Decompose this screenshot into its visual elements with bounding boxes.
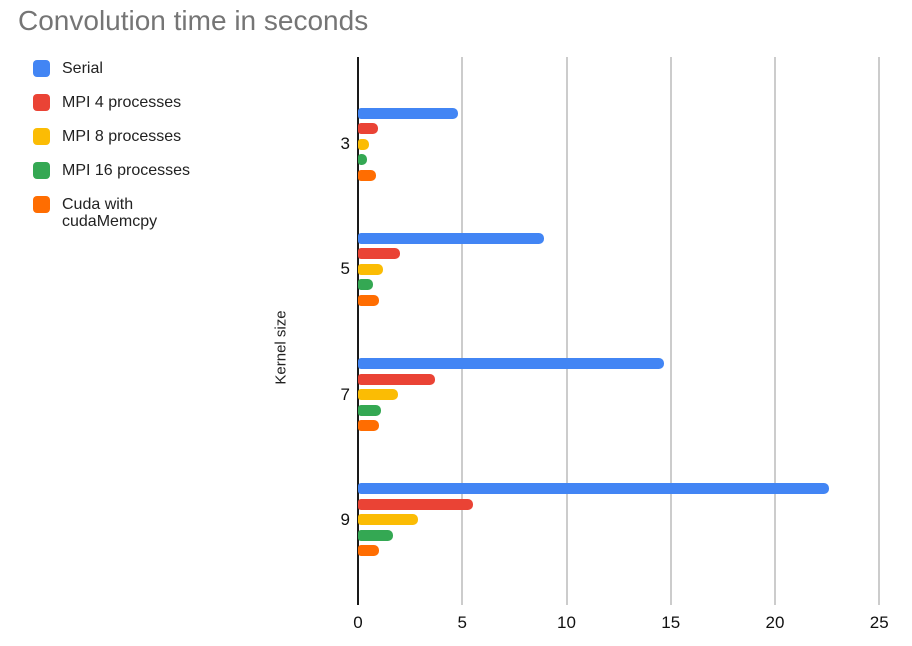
gridline-x15 [669, 57, 672, 605]
x-tick-label-10: 10 [557, 613, 576, 632]
plot-area: 0 5 10 15 20 25 3 5 7 9 [341, 57, 912, 632]
legend: Serial MPI 4 processes MPI 8 processes MPI … [33, 60, 212, 230]
category-label-5: 5 [340, 259, 350, 279]
bar-mpi-4-processes-k5 [358, 248, 400, 260]
category-label-7: 7 [340, 384, 350, 404]
x-tick-label-25: 25 [869, 613, 889, 632]
x-tick-label-0: 0 [353, 613, 363, 632]
x-tick-label-15: 15 [661, 613, 681, 632]
chart-title: Convolution time in seconds [18, 5, 369, 36]
category-label-9: 9 [340, 509, 350, 529]
legend-label: MPI 16 processes [62, 162, 191, 179]
legend-item-cuda-with-cudamemcpy: Cuda with cudaMemcpy [33, 196, 212, 230]
bar-cuda-with-cudamemcpy-k7 [358, 420, 379, 432]
category-label-3: 3 [340, 134, 350, 153]
bar-mpi-4-processes-k7 [358, 373, 436, 385]
bar-serial-k7 [358, 358, 665, 370]
bar-serial-k9 [358, 483, 830, 495]
bar-mpi-4-processes-k3 [358, 123, 378, 134]
legend-swatch-icon [33, 162, 50, 179]
y-axis-title: Kernel size [272, 310, 290, 385]
bar-serial-k3 [358, 107, 459, 119]
bar-cuda-with-cudamemcpy-k3 [358, 169, 376, 181]
legend-swatch-icon [33, 128, 50, 145]
bar-cuda-with-cudamemcpy-k9 [358, 545, 379, 557]
bar-mpi-16-processes-k7 [358, 404, 381, 416]
gridline-x5 [461, 57, 464, 605]
x-tick-label-20: 20 [765, 613, 785, 632]
legend-item-mpi-16-processes: MPI 16 processes [33, 162, 212, 179]
y-axis-line [357, 57, 359, 605]
bar-mpi-8-processes-k5 [358, 263, 384, 275]
bar-mpi-8-processes-k9 [358, 514, 419, 526]
legend-label: Serial [62, 60, 103, 77]
gridline-x20 [774, 57, 776, 605]
bar-mpi-16-processes-k9 [358, 529, 394, 541]
gridline-x10 [565, 57, 568, 605]
x-tick-label-5: 5 [457, 613, 467, 632]
legend-swatch-icon [33, 94, 50, 111]
bar-mpi-16-processes-k3 [358, 154, 368, 165]
bar-serial-k5 [358, 232, 544, 244]
bar-mpi-8-processes-k7 [358, 389, 398, 401]
bar-cuda-with-cudamemcpy-k5 [358, 294, 379, 306]
legend-swatch-icon [33, 60, 50, 77]
legend-item-mpi-8-processes: MPI 8 processes [33, 128, 212, 145]
gridline-x25 [878, 57, 881, 605]
legend-label: MPI 8 processes [62, 128, 182, 145]
bar-mpi-4-processes-k9 [358, 498, 473, 510]
legend-item-mpi-4-processes: MPI 4 processes [33, 94, 212, 111]
bar-mpi-16-processes-k5 [358, 279, 373, 291]
bar-mpi-8-processes-k3 [358, 138, 370, 150]
legend-swatch-icon [33, 196, 50, 213]
legend-label: MPI 4 processes [62, 94, 182, 111]
legend-item-serial: Serial [33, 60, 212, 77]
legend-label: Cuda with cudaMemcpy [62, 196, 158, 230]
